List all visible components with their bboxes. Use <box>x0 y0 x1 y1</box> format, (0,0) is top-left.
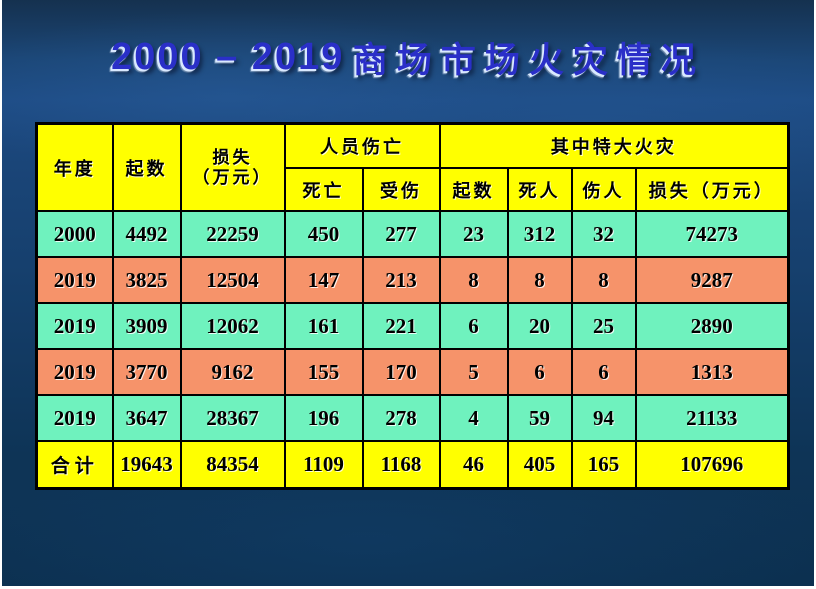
cell-major-count: 46 <box>438 440 509 490</box>
cell-major-injured: 165 <box>570 440 637 490</box>
cell-loss: 12504 <box>179 256 286 304</box>
cell-major-death: 312 <box>506 210 573 258</box>
cell-major-death: 6 <box>506 348 573 396</box>
header-major-loss: 损失（万元） <box>634 167 790 212</box>
cell-major-injured: 25 <box>570 302 637 350</box>
cell-major-injured: 94 <box>570 394 637 442</box>
header-casualties: 人员伤亡 <box>283 122 441 169</box>
cell-major-count: 23 <box>438 210 509 258</box>
cell-death: 147 <box>283 256 364 304</box>
cell-death: 1109 <box>283 440 364 490</box>
cell-count: 4492 <box>111 210 182 258</box>
header-row-2: 死亡 受伤 起数 死人 伤人 损失（万元） <box>37 167 790 212</box>
cell-major-loss: 21133 <box>634 394 790 442</box>
cell-year: 2019 <box>35 256 114 304</box>
cell-major-injured: 8 <box>570 256 637 304</box>
cell-major-death: 20 <box>506 302 573 350</box>
header-loss: 损失 （万元） <box>179 122 286 212</box>
cell-year: 2019 <box>35 394 114 442</box>
cell-injured: 278 <box>361 394 441 442</box>
cell-major-loss: 74273 <box>634 210 790 258</box>
cell-year: 2019 <box>35 302 114 350</box>
cell-injured: 277 <box>361 210 441 258</box>
table-row-2: 2019 3825 12504 147 213 8 8 8 9287 <box>35 256 790 304</box>
table-row-total: 合计 19643 84354 1109 1168 46 405 165 1076… <box>35 440 790 490</box>
cell-count: 3770 <box>111 348 182 396</box>
cell-year: 2019 <box>35 348 114 396</box>
header-injured: 受伤 <box>361 167 441 212</box>
cell-loss: 9162 <box>179 348 286 396</box>
cell-major-count: 5 <box>438 348 509 396</box>
cell-major-injured: 6 <box>570 348 637 396</box>
cell-count: 3825 <box>111 256 182 304</box>
cell-injured: 1168 <box>361 440 441 490</box>
cell-major-count: 6 <box>438 302 509 350</box>
cell-loss: 12062 <box>179 302 286 350</box>
title-year-range: 2000 – 2019 <box>111 36 345 78</box>
cell-injured: 221 <box>361 302 441 350</box>
header-death: 死亡 <box>283 167 364 212</box>
cell-loss: 28367 <box>179 394 286 442</box>
header-row-1: 年度 起数 损失 （万元） 人员伤亡 其中特大火灾 <box>35 122 790 212</box>
cell-death: 450 <box>283 210 364 258</box>
cell-injured: 213 <box>361 256 441 304</box>
header-count: 起数 <box>111 122 182 212</box>
cell-death: 196 <box>283 394 364 442</box>
title-text: 商场市场火灾情况 <box>352 41 705 80</box>
cell-count: 3909 <box>111 302 182 350</box>
header-major-count: 起数 <box>438 167 509 212</box>
header-major-fires: 其中特大火灾 <box>438 122 790 169</box>
cell-death: 161 <box>283 302 364 350</box>
header-major-death: 死人 <box>506 167 573 212</box>
cell-count: 3647 <box>111 394 182 442</box>
cell-major-death: 405 <box>506 440 573 490</box>
cell-loss: 22259 <box>179 210 286 258</box>
cell-major-count: 8 <box>438 256 509 304</box>
cell-major-loss: 9287 <box>634 256 790 304</box>
table-row-2000: 2000 4492 22259 450 277 23 312 32 74273 <box>35 210 790 258</box>
cell-injured: 170 <box>361 348 441 396</box>
header-major-injured: 伤人 <box>570 167 637 212</box>
cell-major-death: 59 <box>506 394 573 442</box>
table-row-4: 2019 3770 9162 155 170 5 6 6 1313 <box>35 348 790 396</box>
cell-major-death: 8 <box>506 256 573 304</box>
table-row-5: 2019 3647 28367 196 278 4 59 94 21133 <box>35 394 790 442</box>
cell-loss: 84354 <box>179 440 286 490</box>
cell-total-label: 合计 <box>35 440 114 490</box>
cell-major-loss: 1313 <box>634 348 790 396</box>
cell-count: 19643 <box>111 440 182 490</box>
table-row-3: 2019 3909 12062 161 221 6 20 25 2890 <box>35 302 790 350</box>
fire-statistics-table: 年度 起数 损失 （万元） 人员伤亡 其中特大火灾 死亡 受伤 起数 死人 伤人… <box>35 122 790 490</box>
header-year: 年度 <box>35 122 114 212</box>
cell-major-count: 4 <box>438 394 509 442</box>
slide-title: 2000 – 2019 商场市场火灾情况 <box>2 32 814 83</box>
cell-year: 2000 <box>35 210 114 258</box>
cell-major-loss: 2890 <box>634 302 790 350</box>
cell-death: 155 <box>283 348 364 396</box>
cell-major-injured: 32 <box>570 210 637 258</box>
cell-major-loss: 107696 <box>634 440 790 490</box>
